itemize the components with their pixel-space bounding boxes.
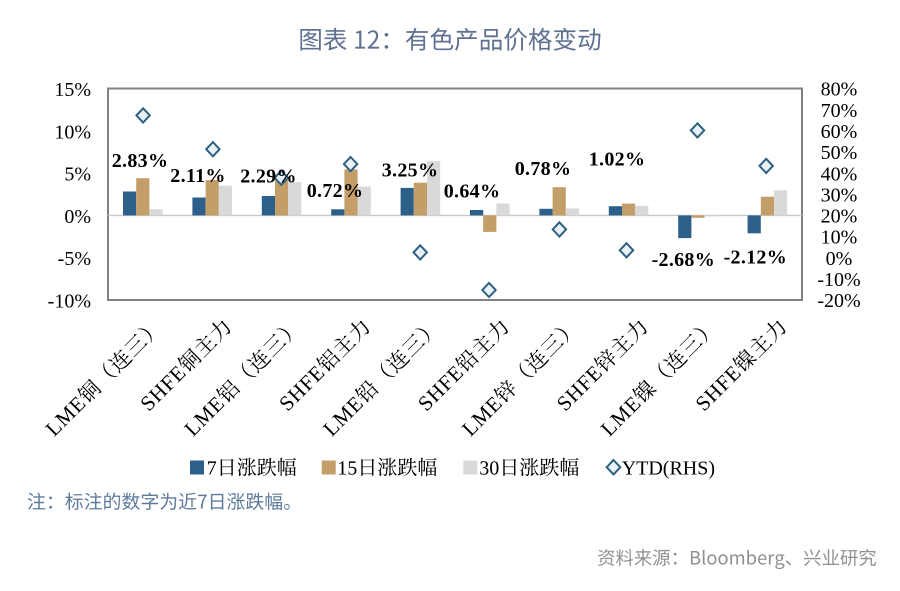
svg-text:-5%: -5% [58,248,91,270]
svg-text:40%: 40% [821,163,858,185]
svg-text:1.02%: 1.02% [589,149,646,171]
svg-text:2.11%: 2.11% [170,165,225,187]
svg-text:30%: 30% [821,184,858,206]
svg-text:-20%: -20% [817,290,860,312]
svg-text:2.29%: 2.29% [240,166,297,188]
svg-text:20%: 20% [821,206,858,228]
svg-text:0%: 0% [826,248,853,270]
svg-text:-2.68%: -2.68% [652,249,715,271]
svg-text:0.78%: 0.78% [515,158,572,180]
svg-text:70%: 70% [821,100,858,122]
svg-text:50%: 50% [821,142,858,164]
svg-text:15%: 15% [54,79,91,101]
svg-text:5%: 5% [64,164,91,186]
svg-text:-10%: -10% [817,269,860,291]
svg-text:0%: 0% [64,206,91,228]
svg-text:3.25%: 3.25% [382,160,439,182]
svg-text:0.72%: 0.72% [307,180,364,202]
svg-text:10%: 10% [54,121,91,143]
svg-text:-10%: -10% [48,291,91,313]
svg-text:YTD(RHS): YTD(RHS) [622,458,715,480]
svg-text:2.83%: 2.83% [112,150,169,172]
svg-text:-2.12%: -2.12% [724,247,787,269]
svg-text:0.64%: 0.64% [444,181,501,203]
svg-text:10%: 10% [821,227,858,249]
svg-text:80%: 80% [821,79,858,101]
svg-text:60%: 60% [821,121,858,143]
